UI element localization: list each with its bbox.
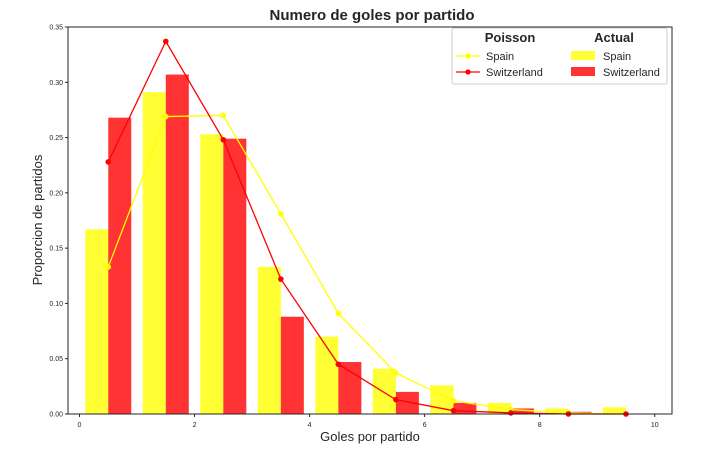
bar-spain-1	[142, 92, 166, 415]
y-tick-label-2: 0.10	[49, 301, 63, 308]
poisson-point-spain-6	[450, 397, 457, 404]
y-tick-label-6: 0.30	[49, 80, 63, 87]
poisson-point-switzerland-6	[450, 407, 457, 414]
legend-swatch-spain	[571, 51, 595, 60]
x-tick-label-4: 4	[308, 422, 312, 429]
bar-spain-8	[545, 408, 569, 414]
poisson-point-switzerland-5	[393, 396, 399, 403]
legend-marker-switzerland	[465, 69, 471, 75]
bar-switzerland-2	[223, 138, 247, 414]
x-axis-label: Goles por partido	[320, 429, 420, 444]
poisson-point-spain-3	[278, 211, 284, 217]
chart-title: Numero de goles por partido	[269, 7, 474, 24]
y-axis-label: Proporcion de partidos	[30, 154, 45, 285]
legend-label-actual-spain: Spain	[603, 51, 631, 63]
bar-spain-2	[200, 134, 224, 414]
legend: Poisson Actual Spain Switzerland Spain S…	[451, 27, 668, 85]
poisson-point-switzerland-7	[508, 410, 514, 416]
poisson-point-spain-2	[220, 112, 227, 119]
legend-frame	[451, 27, 668, 85]
poisson-point-spain-5	[393, 370, 399, 376]
x-tick-label-0: 0	[78, 422, 82, 429]
plot-frame	[67, 26, 673, 415]
legend-label-poisson-spain: Spain	[486, 51, 514, 63]
legend-swatch-switzerland	[571, 67, 595, 76]
bar-switzerland-6	[453, 402, 477, 414]
x-tick-label-6: 6	[423, 422, 427, 429]
bar-switzerland-3	[280, 316, 304, 414]
y-tick-label-3: 0.15	[49, 246, 63, 253]
poisson-point-spain-0	[105, 264, 112, 270]
poisson-point-switzerland-4	[335, 361, 342, 368]
bar-switzerland-0	[108, 117, 132, 415]
y-tick-label-1: 0.05	[49, 356, 63, 363]
plot-area	[85, 38, 629, 417]
poisson-line-switzerland	[107, 39, 626, 415]
legend-label-actual-switzerland: Switzerland	[603, 67, 660, 79]
bar-switzerland-1	[165, 74, 189, 415]
y-tick-label-7: 0.35	[49, 25, 63, 32]
y-tick-label-4: 0.20	[49, 190, 63, 197]
poisson-point-switzerland-0	[105, 159, 112, 165]
poisson-point-switzerland-2	[220, 136, 227, 143]
x-axis-ticks: 0 2 4 6 8 10	[78, 414, 659, 429]
x-tick-label-2: 2	[193, 422, 197, 429]
poisson-point-switzerland-1	[162, 38, 169, 45]
poisson-point-spain-1	[162, 113, 169, 120]
legend-label-poisson-switzerland: Switzerland	[486, 67, 543, 79]
y-tick-label-5: 0.25	[49, 135, 63, 142]
bar-spain-7	[487, 402, 511, 414]
y-axis-ticks: 0.00 0.05 0.10 0.15 0.20 0.25 0.30 0.35	[49, 25, 68, 419]
bar-spain-3	[257, 266, 281, 414]
bar-spain-9	[602, 407, 626, 414]
bar-spain-5	[372, 368, 396, 414]
bar-spain-0	[85, 229, 109, 414]
poisson-point-spain-4	[335, 310, 342, 317]
x-tick-label-8: 8	[538, 422, 542, 429]
bar-switzerland-7	[510, 408, 534, 414]
legend-title-poisson: Poisson	[485, 30, 536, 45]
poisson-line-spain	[107, 114, 626, 415]
bar-switzerland-4	[338, 362, 362, 414]
y-tick-label-0: 0.00	[49, 412, 63, 419]
poisson-point-switzerland-3	[278, 276, 284, 282]
x-tick-label-10: 10	[651, 422, 659, 429]
legend-marker-spain	[465, 53, 471, 59]
bar-switzerland-5	[395, 391, 419, 414]
legend-title-actual: Actual	[594, 30, 634, 45]
